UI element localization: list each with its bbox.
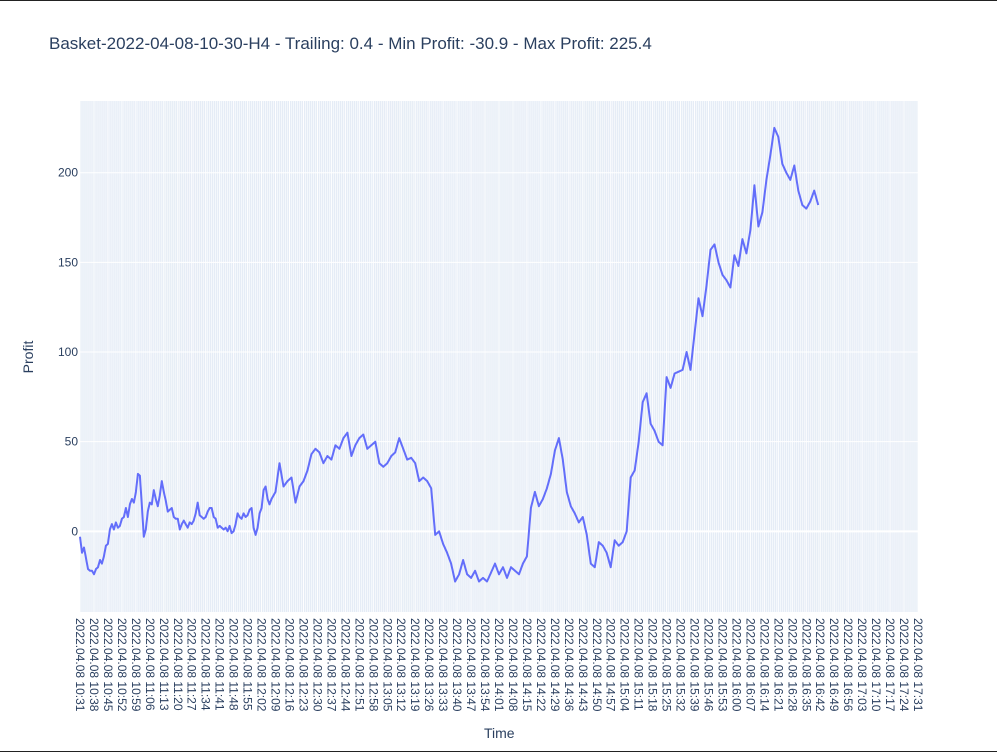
x-tick-label: 2022.04.08 16:35 <box>799 618 813 712</box>
x-tick-label: 2022.04.08 17:03 <box>855 618 869 712</box>
x-tick-label: 2022.04.08 15:18 <box>646 618 660 712</box>
x-tick-label: 2022.04.08 17:31 <box>911 618 925 712</box>
x-tick-label: 2022.04.08 14:22 <box>534 618 548 712</box>
x-tick-label: 2022.04.08 16:49 <box>827 618 841 712</box>
x-tick-label: 2022.04.08 13:12 <box>394 618 408 712</box>
x-tick-label: 2022.04.08 16:07 <box>743 618 757 712</box>
x-tick-label: 2022.04.08 12:58 <box>366 618 380 712</box>
x-tick-label: 2022.04.08 16:28 <box>785 618 799 712</box>
x-tick-label: 2022.04.08 17:10 <box>869 618 883 712</box>
x-tick-label: 2022.04.08 11:41 <box>213 618 227 711</box>
y-tick-label: 0 <box>71 524 78 538</box>
x-tick-label: 2022.04.08 13:40 <box>450 618 464 712</box>
x-tick-label: 2022.04.08 12:02 <box>255 618 269 712</box>
x-tick-label: 2022.04.08 17:17 <box>883 618 897 712</box>
x-tick-label: 2022.04.08 13:19 <box>408 618 422 712</box>
x-tick-label: 2022.04.08 15:39 <box>688 618 702 712</box>
x-tick-label: 2022.04.08 14:29 <box>548 618 562 712</box>
x-tick-label: 2022.04.08 13:54 <box>478 618 492 712</box>
x-tick-label: 2022.04.08 15:46 <box>702 618 716 712</box>
x-tick-label: 2022.04.08 12:23 <box>296 618 310 712</box>
y-gridlines <box>80 172 918 533</box>
x-tick-label: 2022.04.08 15:32 <box>674 618 688 712</box>
x-tick-label: 2022.04.08 14:36 <box>562 618 576 712</box>
x-tick-label: 2022.04.08 12:44 <box>338 618 352 712</box>
x-tick-label: 2022.04.08 10:31 <box>73 618 87 712</box>
x-tick-label: 2022.04.08 12:30 <box>310 618 324 712</box>
x-tick-labels: 2022.04.08 10:31 2022.04.08 10:38 2022.04.… <box>73 618 925 712</box>
x-tick-label: 2022.04.08 15:11 <box>632 618 646 711</box>
x-tick-label: 2022.04.08 13:05 <box>380 618 394 712</box>
x-tick-label: 2022.04.08 16:42 <box>813 618 827 712</box>
x-tick-label: 2022.04.08 14:08 <box>506 618 520 712</box>
x-tick-label: 2022.04.08 16:00 <box>729 618 743 712</box>
x-tick-label: 2022.04.08 15:53 <box>715 618 729 712</box>
x-tick-label: 2022.04.08 10:59 <box>129 618 143 712</box>
x-tick-label: 2022.04.08 11:06 <box>143 618 157 711</box>
x-tick-label: 2022.04.08 13:33 <box>436 618 450 712</box>
x-tick-label: 2022.04.08 10:52 <box>115 618 129 712</box>
x-tick-label: 2022.04.08 17:24 <box>897 618 911 712</box>
x-tick-label: 2022.04.08 11:34 <box>199 618 213 711</box>
x-tick-label: 2022.04.08 13:47 <box>464 618 478 712</box>
profit-series-line <box>79 126 820 583</box>
x-tick-label: 2022.04.08 14:01 <box>492 618 506 712</box>
x-tick-label: 2022.04.08 12:51 <box>352 618 366 712</box>
x-tick-label: 2022.04.08 16:14 <box>757 618 771 712</box>
y-tick-label: 150 <box>58 255 78 269</box>
x-tick-label: 2022.04.08 10:38 <box>87 618 101 712</box>
x-tick-label: 2022.04.08 14:15 <box>520 618 534 712</box>
x-tick-label: 2022.04.08 16:21 <box>771 618 785 712</box>
x-tick-label: 2022.04.08 13:26 <box>422 618 436 712</box>
y-axis-title: Profit <box>20 341 36 374</box>
x-tick-label: 2022.04.08 11:48 <box>227 618 241 711</box>
x-tick-label: 2022.04.08 11:20 <box>171 618 185 711</box>
x-tick-label: 2022.04.08 12:16 <box>283 618 297 712</box>
y-tick-label: 50 <box>65 435 79 449</box>
y-tick-label: 200 <box>58 166 78 180</box>
x-axis-title: Time <box>484 725 515 741</box>
y-tick-label: 100 <box>58 345 78 359</box>
x-tick-label: 2022.04.08 14:57 <box>604 618 618 712</box>
x-tick-label: 2022.04.08 12:09 <box>269 618 283 712</box>
x-tick-label: 2022.04.08 11:13 <box>157 618 171 711</box>
x-tick-label: 2022.04.08 11:55 <box>241 618 255 711</box>
x-tick-label: 2022.04.08 10:45 <box>101 618 115 712</box>
x-tick-label: 2022.04.08 11:27 <box>185 618 199 711</box>
x-tick-label: 2022.04.08 14:50 <box>590 618 604 712</box>
x-tick-label: 2022.04.08 16:56 <box>841 618 855 712</box>
y-tick-labels: 0 50 100 150 200 <box>58 166 78 539</box>
x-tick-label: 2022.04.08 12:37 <box>324 618 338 712</box>
x-tick-label: 2022.04.08 15:25 <box>660 618 674 712</box>
x-tick-label: 2022.04.08 14:43 <box>576 618 590 712</box>
chart-title: Basket-2022-04-08-10-30-H4 - Trailing: 0… <box>49 34 652 53</box>
x-gridlines <box>79 101 919 612</box>
series-layer <box>79 126 820 583</box>
x-tick-label: 2022.04.08 15:04 <box>618 618 632 712</box>
